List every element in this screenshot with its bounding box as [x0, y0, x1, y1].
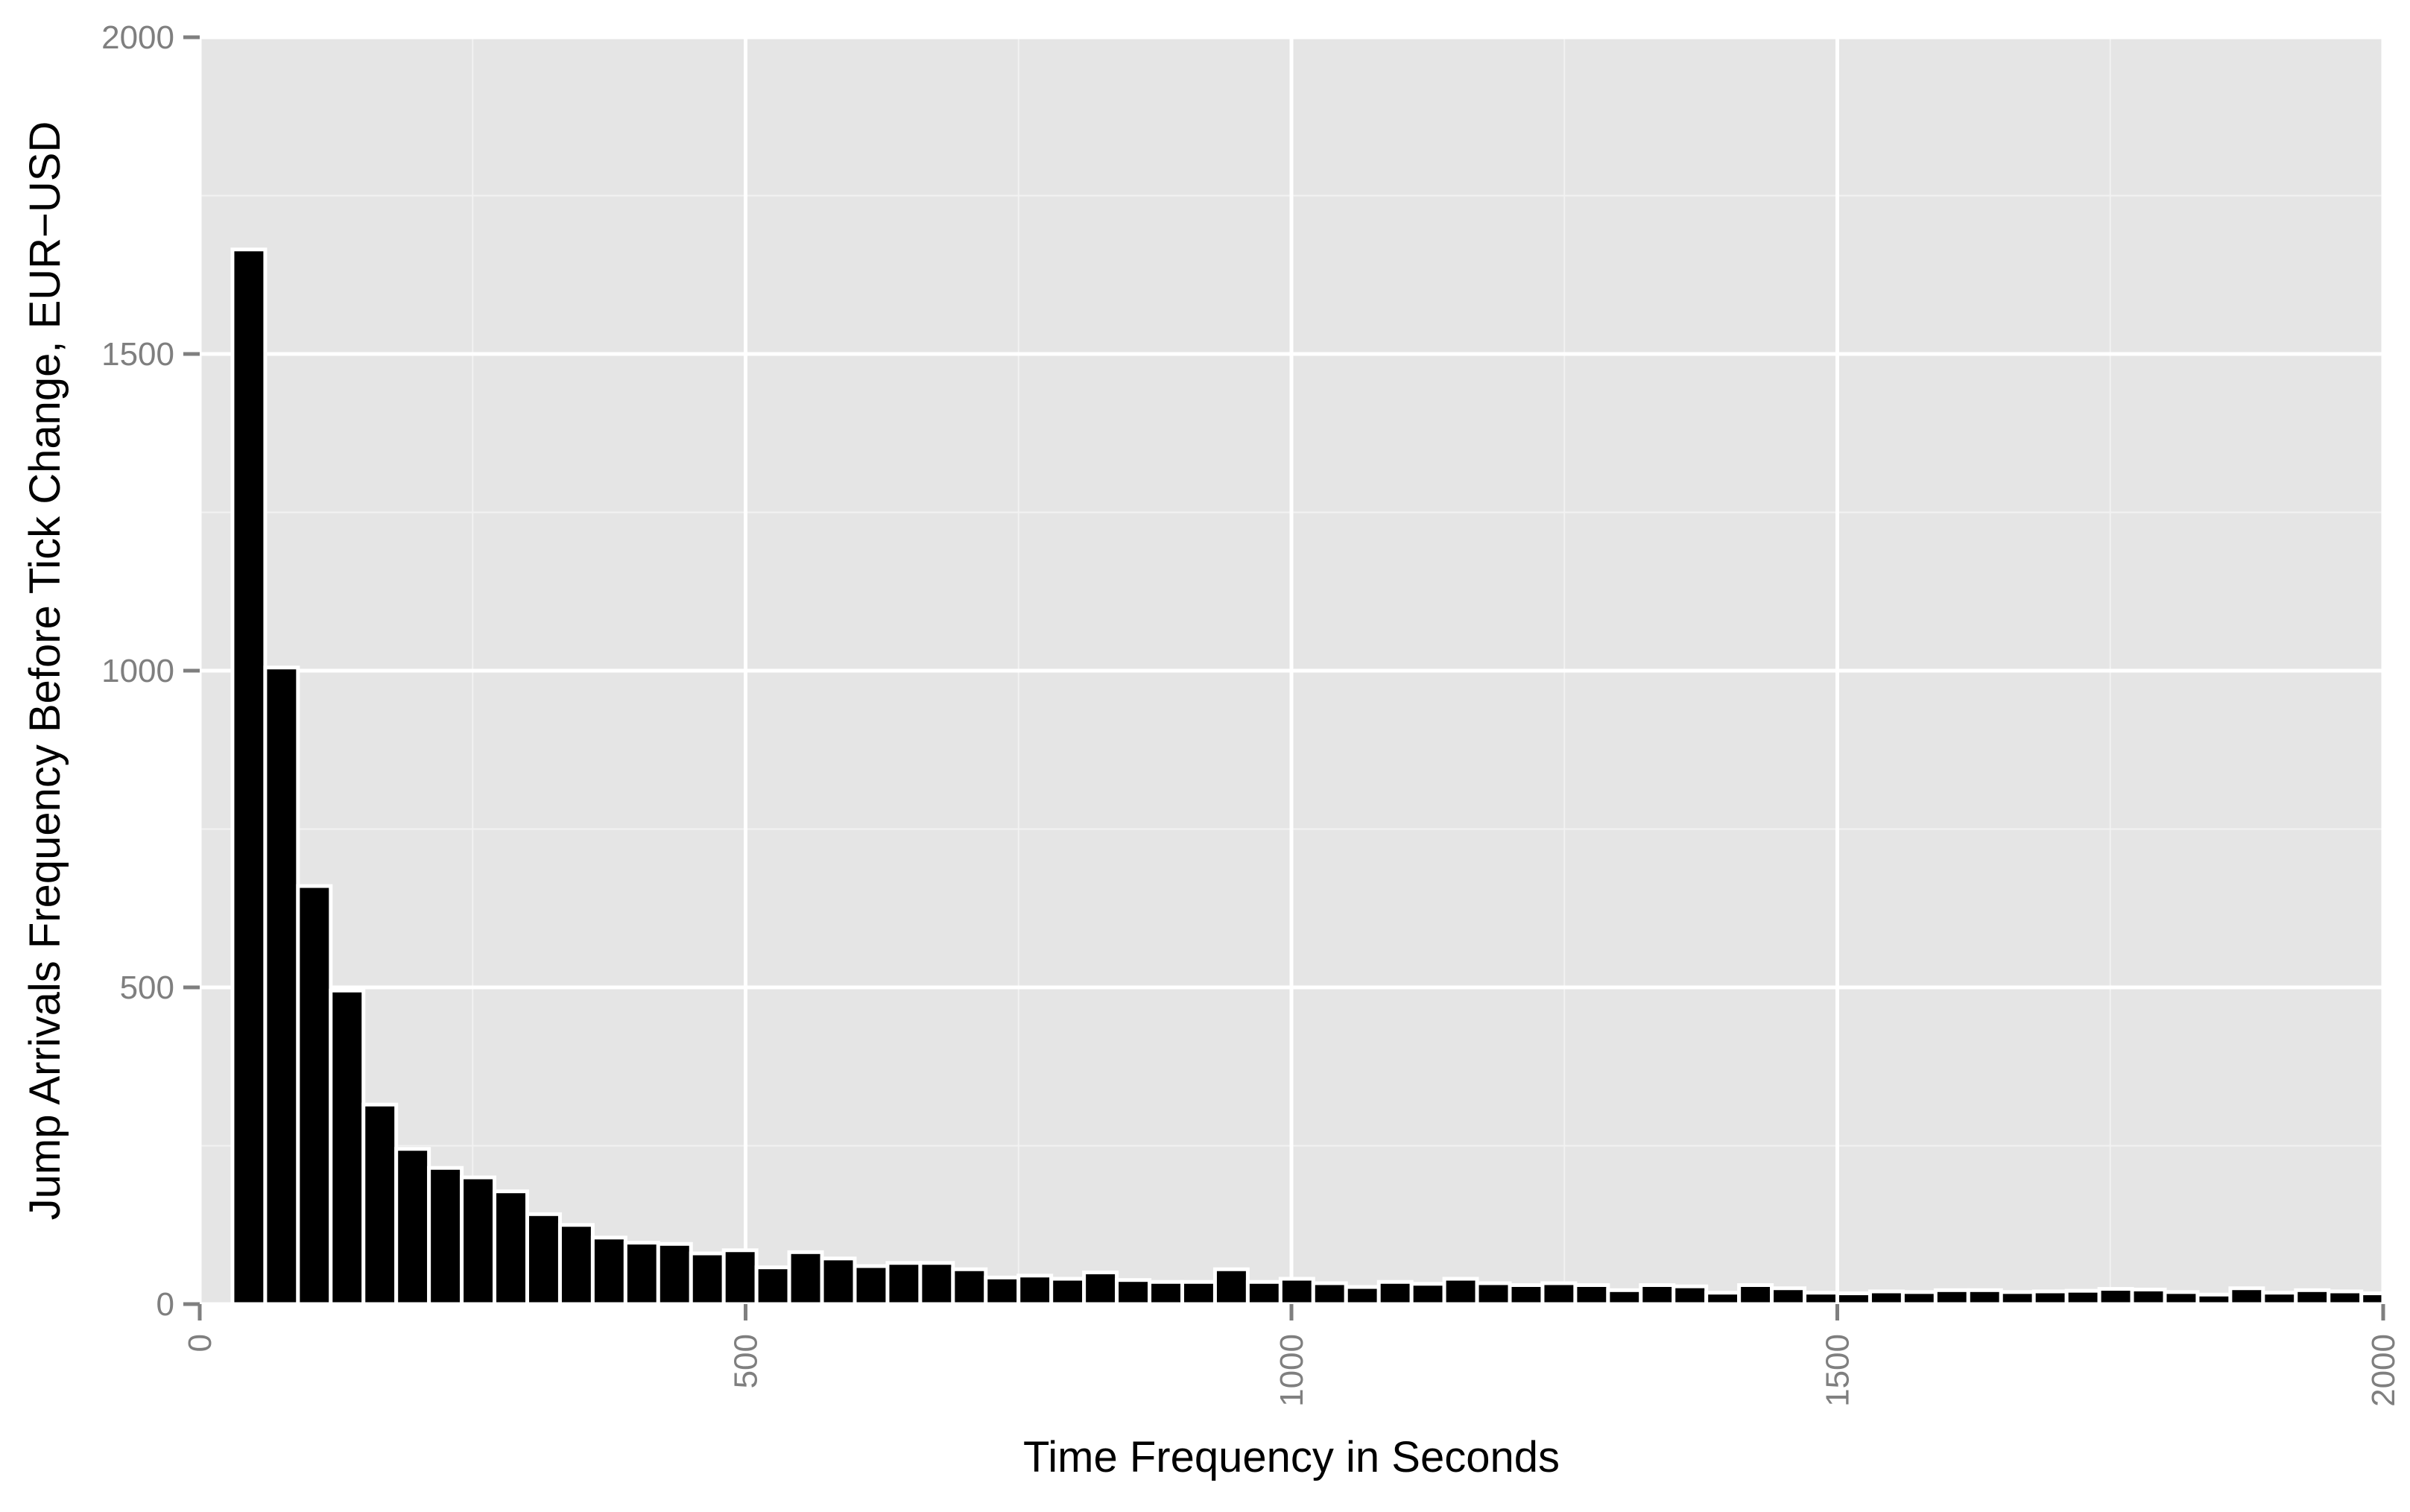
histogram-bar — [721, 1248, 759, 1306]
histogram-bar — [1508, 1283, 1545, 1306]
histogram-bar — [1442, 1277, 1479, 1306]
histogram-bar — [689, 1251, 726, 1306]
y-tick-label: 1500 — [101, 336, 174, 373]
histogram-bar — [1082, 1271, 1119, 1306]
histogram-bar — [656, 1241, 693, 1306]
x-tick-label: 500 — [728, 1334, 765, 1388]
histogram-bar — [1115, 1278, 1152, 1306]
y-tick-label: 1000 — [101, 653, 174, 689]
histogram-bar — [230, 247, 268, 1306]
histogram-bar — [1278, 1277, 1315, 1306]
histogram-bar — [1049, 1277, 1087, 1306]
histogram-bar — [427, 1165, 464, 1306]
histogram-bar — [1540, 1281, 1578, 1306]
histogram-bar — [2195, 1292, 2233, 1306]
histogram-bar — [1212, 1267, 1250, 1306]
histogram-bar — [1245, 1279, 1283, 1306]
histogram-bar — [1639, 1283, 1676, 1306]
histogram-bar — [329, 988, 366, 1306]
histogram-bar — [460, 1175, 497, 1306]
histogram-bar — [1671, 1284, 1709, 1306]
histogram-bar — [2130, 1287, 2167, 1306]
histogram-bar — [820, 1256, 857, 1306]
histogram-bar — [787, 1250, 824, 1306]
histogram-bar — [951, 1267, 988, 1306]
histogram-bar — [1016, 1274, 1054, 1306]
histogram-bar — [1475, 1281, 1512, 1306]
histogram-bar — [1704, 1291, 1742, 1306]
histogram-bar — [885, 1261, 923, 1306]
histogram-bar — [1803, 1291, 1840, 1306]
histogram-bar — [1311, 1281, 1348, 1306]
y-tick-label: 500 — [120, 969, 174, 1006]
x-tick-label: 0 — [182, 1334, 218, 1352]
histogram-bar — [1770, 1286, 1807, 1306]
histogram-bar — [1867, 1289, 1905, 1306]
histogram-bar — [1999, 1290, 2036, 1306]
x-tick-label: 1500 — [1820, 1334, 1856, 1407]
histogram-bar — [853, 1264, 890, 1306]
y-tick-label: 0 — [156, 1286, 174, 1323]
histogram-bar — [1737, 1283, 1774, 1306]
histogram-bar — [296, 884, 333, 1306]
histogram-bar — [1180, 1279, 1217, 1306]
histogram-bar — [2163, 1290, 2200, 1306]
histogram-bar — [2359, 1291, 2385, 1306]
histogram-bar — [2064, 1288, 2101, 1306]
histogram-bar — [1344, 1285, 1381, 1306]
histogram-bar — [361, 1102, 399, 1306]
histogram-bar — [1606, 1288, 1643, 1306]
histogram-bar — [493, 1189, 529, 1306]
histogram-bar — [394, 1147, 431, 1306]
histogram-bar — [1376, 1279, 1414, 1306]
histogram-bar — [2294, 1288, 2331, 1306]
histogram-bar — [1933, 1288, 1970, 1306]
y-axis-title: Jump Arrivals Frequency Before Tick Chan… — [21, 121, 69, 1221]
histogram-bar — [754, 1265, 791, 1306]
x-tick-label: 1000 — [1274, 1334, 1310, 1407]
histogram-bar — [1966, 1288, 2003, 1306]
histogram-bar — [2031, 1289, 2069, 1306]
histogram-bar — [1900, 1290, 1938, 1306]
x-tick-label: 2000 — [2365, 1334, 2402, 1407]
x-axis-title: Time Frequency in Seconds — [1023, 1433, 1560, 1481]
histogram-bar — [984, 1275, 1021, 1306]
histogram-bar — [623, 1241, 660, 1306]
histogram-bar — [525, 1212, 562, 1306]
histogram-bar — [2097, 1287, 2134, 1306]
y-tick-label: 2000 — [101, 19, 174, 56]
histogram-bar — [2261, 1291, 2298, 1306]
axes: 0 500 1000 1500 2000 0 500 1000 1500 2000 — [101, 19, 2402, 1407]
histogram-bar — [2327, 1289, 2364, 1306]
histogram-bar — [1409, 1282, 1446, 1306]
histogram-bar — [1573, 1283, 1610, 1306]
histogram-bar — [263, 665, 300, 1306]
histogram-bar — [557, 1223, 595, 1306]
histogram-bar — [2228, 1286, 2265, 1306]
histogram-bar — [590, 1236, 627, 1306]
histogram-bar — [1835, 1291, 1872, 1306]
histogram-bar — [918, 1261, 955, 1306]
bars — [230, 247, 2385, 1306]
histogram-bar — [1148, 1279, 1185, 1306]
